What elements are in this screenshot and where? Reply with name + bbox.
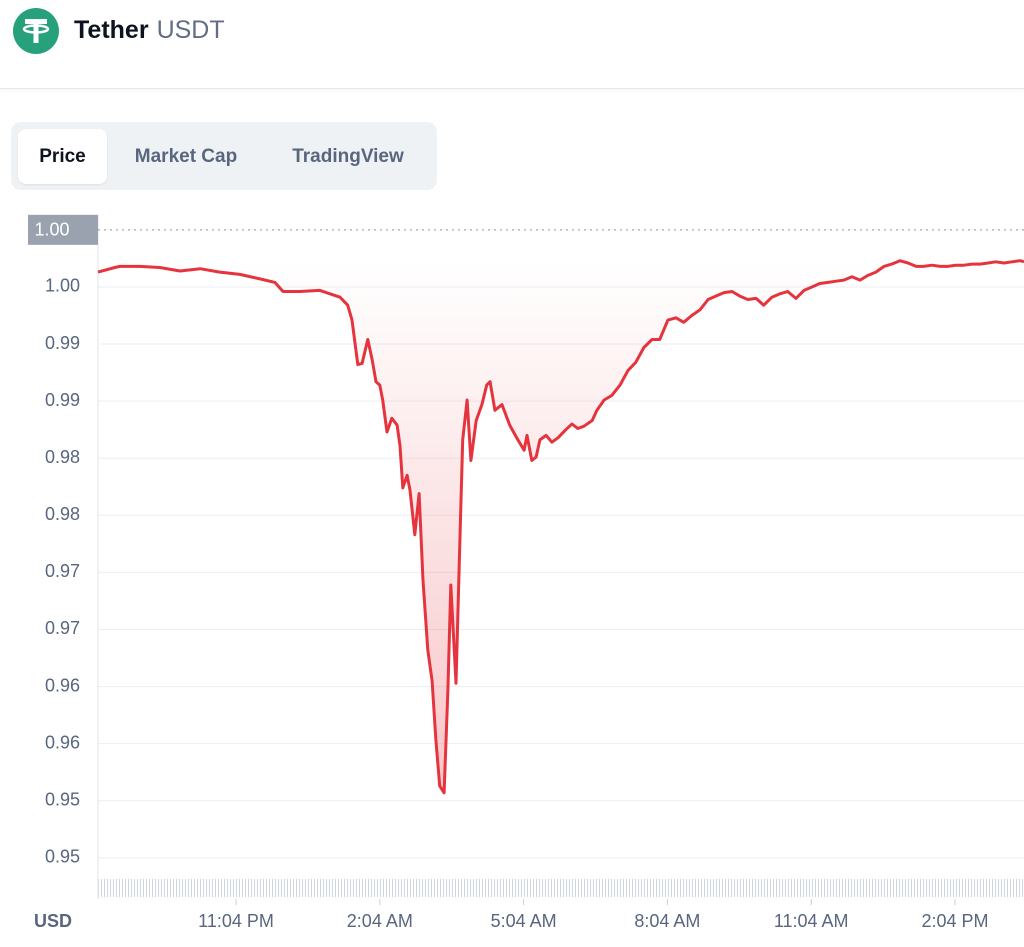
x-tick-label: 5:04 AM <box>491 911 557 931</box>
coin-name: Tether USDT <box>74 16 225 45</box>
x-tick-label: 11:04 PM <box>198 911 274 931</box>
y-tick-label: 0.99 <box>45 390 80 410</box>
y-tick-label: 0.98 <box>45 447 80 467</box>
x-tick-label: 11:04 AM <box>774 911 849 931</box>
tab[interactable]: Price <box>18 129 107 184</box>
price-marker-label: 1.00 <box>34 220 69 240</box>
currency-label: USD <box>34 911 72 931</box>
volume-bars <box>98 879 1024 897</box>
x-tick-label: 2:04 AM <box>347 911 413 931</box>
y-tick-label: 0.97 <box>45 561 80 581</box>
price-line <box>97 259 1024 795</box>
y-tick-label: 0.98 <box>45 504 80 524</box>
name: Tether <box>74 16 149 44</box>
logo <box>13 8 59 54</box>
y-tick-label: 0.96 <box>45 732 80 752</box>
tab[interactable]: TradingView <box>292 146 404 167</box>
area-fill <box>98 215 1024 793</box>
y-tick-label: 0.95 <box>45 790 80 810</box>
header: Tether USDT <box>0 0 1024 89</box>
y-tick-label: 0.99 <box>45 333 80 353</box>
tab-bar: Price Market Cap TradingView <box>11 122 437 190</box>
y-tick-label: 0.95 <box>45 847 80 867</box>
symbol: USDT <box>156 16 225 44</box>
y-tick-label: 1.00 <box>45 276 80 296</box>
price-marker-box <box>28 214 98 245</box>
y-tick-label: 0.97 <box>45 618 80 638</box>
y-tick-label: 0.96 <box>45 675 80 695</box>
x-tick-label: 2:04 PM <box>921 911 988 931</box>
tab[interactable]: Market Cap <box>134 146 238 167</box>
x-tick-label: 8:04 AM <box>634 911 700 931</box>
